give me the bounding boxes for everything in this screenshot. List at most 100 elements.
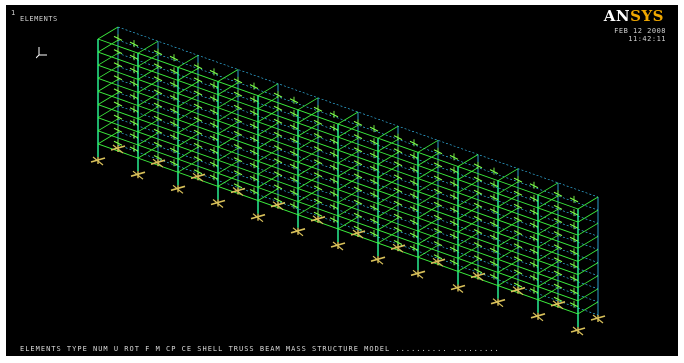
window-number: 1 bbox=[11, 9, 16, 17]
cross-beam bbox=[577, 196, 599, 210]
support-symbol bbox=[90, 157, 106, 163]
support-symbol bbox=[450, 284, 466, 291]
graphics-window-frame: 1 ELEMENTS ANSYS FEB 12 2008 11:42:11 EL… bbox=[4, 3, 680, 358]
support-symbol bbox=[330, 242, 346, 248]
cross-beam bbox=[97, 52, 119, 66]
cross-beam bbox=[97, 92, 119, 105]
cross-beam bbox=[337, 216, 359, 230]
cross-beam bbox=[177, 54, 199, 68]
cross-beam bbox=[537, 221, 559, 235]
cross-beam bbox=[97, 79, 119, 92]
cross-beam bbox=[97, 105, 119, 119]
cross-beam bbox=[337, 111, 359, 125]
support-symbol bbox=[572, 326, 584, 336]
support-symbol bbox=[270, 201, 286, 208]
cross-beam bbox=[177, 120, 199, 134]
cross-beam bbox=[177, 68, 199, 81]
cross-beam bbox=[377, 178, 399, 191]
cross-beam bbox=[137, 119, 159, 133]
cross-beam bbox=[457, 154, 479, 167]
cross-beam bbox=[537, 195, 559, 209]
cross-beam bbox=[457, 232, 479, 246]
cross-beam bbox=[377, 152, 399, 165]
cross-beam bbox=[417, 205, 439, 219]
support-symbol bbox=[172, 184, 184, 194]
cross-beam bbox=[497, 207, 519, 221]
support-symbol bbox=[312, 215, 324, 225]
cross-beam bbox=[537, 208, 559, 222]
cross-beam bbox=[337, 203, 359, 217]
cross-beam bbox=[497, 168, 519, 182]
cross-beam bbox=[417, 179, 439, 193]
support-symbol bbox=[250, 213, 266, 220]
cross-beam bbox=[97, 118, 119, 132]
cross-beam bbox=[497, 194, 519, 208]
cross-beam bbox=[297, 97, 319, 111]
cross-beam bbox=[177, 94, 199, 108]
cross-beam bbox=[217, 147, 239, 161]
cross-beam bbox=[377, 165, 399, 178]
cross-beam bbox=[97, 26, 119, 40]
cross-beam bbox=[417, 139, 439, 153]
cross-beam bbox=[297, 123, 319, 137]
support-symbol bbox=[512, 286, 524, 296]
cross-beam bbox=[457, 167, 479, 180]
cross-beam bbox=[377, 138, 399, 152]
support-symbol bbox=[412, 269, 424, 279]
cross-beam bbox=[217, 160, 239, 174]
cross-beam bbox=[177, 81, 199, 94]
cross-beam bbox=[457, 259, 479, 272]
cross-beam bbox=[497, 181, 519, 195]
cross-beam bbox=[457, 219, 479, 233]
cross-beam bbox=[577, 249, 599, 262]
cross-beam bbox=[377, 217, 399, 231]
cross-beam bbox=[417, 244, 439, 258]
cross-beam bbox=[337, 190, 359, 204]
cross-beam bbox=[497, 260, 519, 273]
support-symbol bbox=[190, 173, 206, 180]
support-symbol bbox=[452, 284, 464, 293]
support-symbol bbox=[592, 314, 604, 324]
support-symbol bbox=[332, 241, 344, 251]
cross-beam bbox=[417, 166, 439, 179]
support-symbol bbox=[170, 185, 186, 192]
cross-beam bbox=[217, 121, 239, 135]
cross-beam bbox=[257, 122, 279, 136]
support-symbol bbox=[370, 256, 386, 262]
support-symbol bbox=[510, 286, 526, 293]
floor-beam bbox=[97, 117, 579, 289]
cross-beam bbox=[257, 83, 279, 97]
brand-suffix: SYS bbox=[630, 7, 664, 25]
cross-beam bbox=[497, 246, 519, 260]
cross-beam bbox=[537, 274, 559, 287]
cross-beam bbox=[377, 204, 399, 218]
support-symbol bbox=[490, 298, 506, 305]
cross-beam bbox=[577, 301, 599, 315]
graphics-viewport[interactable]: 1 ELEMENTS ANSYS FEB 12 2008 11:42:11 EL… bbox=[6, 5, 678, 356]
cross-beam bbox=[577, 209, 599, 223]
axis-triad-icon bbox=[36, 47, 47, 59]
support-symbol bbox=[410, 270, 426, 277]
cross-beam bbox=[377, 230, 399, 244]
cross-beam bbox=[417, 192, 439, 206]
structural-model-view[interactable] bbox=[6, 5, 678, 356]
cross-beam bbox=[97, 65, 119, 79]
cross-beam bbox=[297, 110, 319, 124]
cross-beam bbox=[177, 107, 199, 121]
cross-beam bbox=[457, 245, 479, 259]
date-label: FEB 12 2008 bbox=[614, 27, 666, 35]
cross-beam bbox=[417, 153, 439, 166]
cross-beam bbox=[337, 150, 359, 164]
support-symbol bbox=[130, 171, 146, 177]
cross-beam bbox=[537, 261, 559, 274]
cross-beam bbox=[417, 218, 439, 232]
cross-beam bbox=[177, 146, 199, 160]
cross-beam bbox=[537, 248, 559, 261]
cross-beam bbox=[217, 69, 239, 82]
support-symbol bbox=[132, 170, 144, 180]
support-symbol bbox=[290, 228, 306, 234]
cross-beam bbox=[297, 189, 319, 202]
cross-beam bbox=[577, 275, 599, 289]
cross-beam bbox=[137, 53, 159, 67]
cross-beam bbox=[137, 40, 159, 54]
